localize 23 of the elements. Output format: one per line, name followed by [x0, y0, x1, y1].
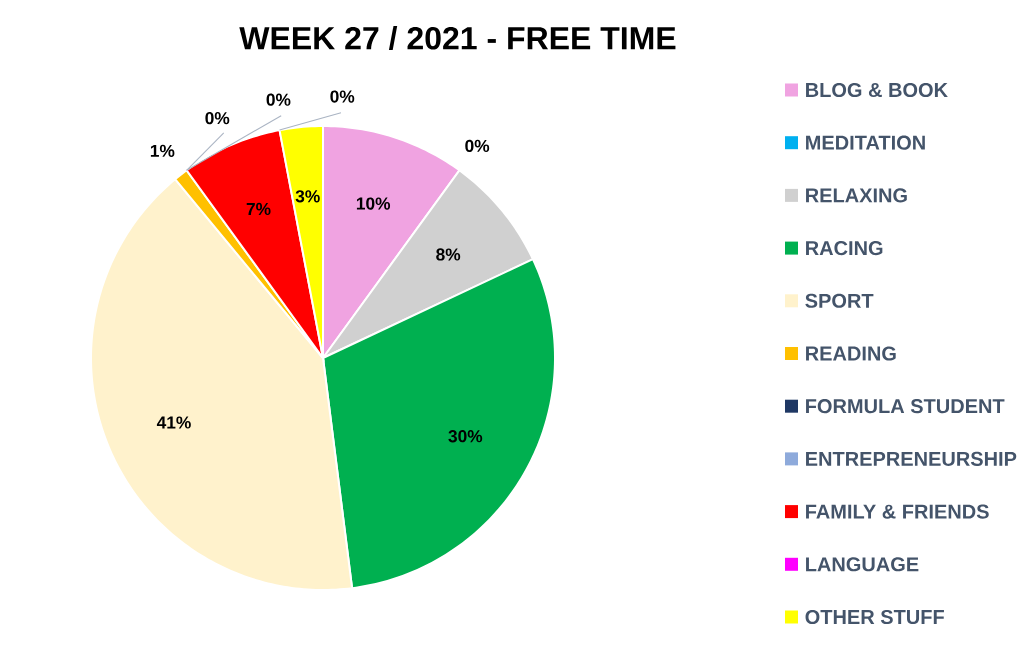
chart-title: WEEK 27 / 2021 - FREE TIME — [239, 26, 676, 50]
data-label: 30% — [448, 430, 483, 443]
legend-label: OTHER STUFF — [805, 609, 944, 625]
legend-label: READING — [806, 346, 896, 361]
legend-label: RACING — [806, 241, 883, 256]
legend-label: LANGUAGE — [806, 557, 919, 572]
data-label: 8% — [436, 248, 461, 261]
text: 0% — [205, 111, 230, 125]
legend-label: ENTREPRENEURSHIP — [806, 451, 1017, 466]
text: 0% — [465, 139, 490, 153]
data-label: 10% — [356, 197, 391, 210]
legend-label: BLOG & BOOK — [806, 82, 948, 98]
legend-label: MEDITATION — [806, 135, 925, 150]
legend-label: FAMILY & FRIENDS — [806, 504, 989, 519]
text: 0% — [266, 93, 291, 106]
legend-label: FORMULA STUDENT — [806, 399, 1005, 414]
data-label: 3% — [295, 190, 320, 203]
legend-label: RELAXING — [806, 188, 907, 203]
data-label: 7% — [246, 202, 271, 216]
legend-label: SPORT — [805, 293, 874, 308]
data-label: 1% — [150, 144, 175, 157]
text: 0% — [330, 90, 355, 103]
data-label: 41% — [156, 416, 191, 429]
